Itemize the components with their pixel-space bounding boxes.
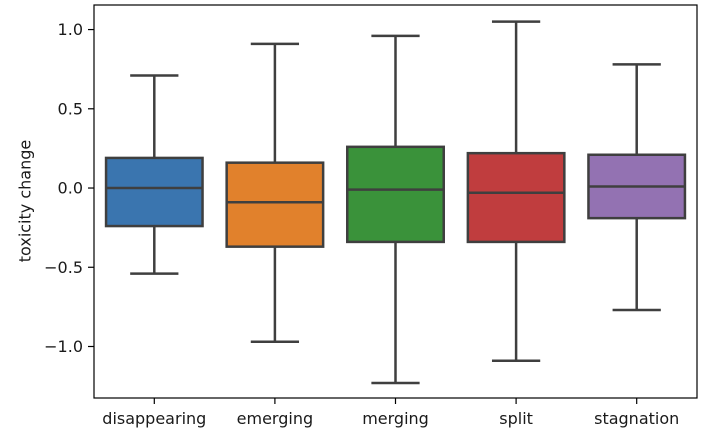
box-disappearing <box>104 74 204 275</box>
iqr-box <box>466 151 566 244</box>
y-tick-label: 0.0 <box>58 179 83 198</box>
y-axis-label: toxicity change <box>16 140 35 262</box>
x-tick-label: emerging <box>237 409 313 428</box>
box-split <box>466 20 566 363</box>
box-stagnation <box>587 63 687 312</box>
iqr-box <box>225 161 325 248</box>
iqr-box <box>346 145 445 244</box>
x-tick-label: stagnation <box>594 409 679 428</box>
y-tick-label: −0.5 <box>44 258 83 277</box>
y-tick-label: −1.0 <box>44 337 83 356</box>
plot-area <box>93 4 698 399</box>
x-tick-label: split <box>499 409 533 428</box>
x-tick-label: disappearing <box>102 409 206 428</box>
x-tick-label: merging <box>362 409 429 428</box>
iqr-box <box>104 156 204 228</box>
y-tick-label: 0.5 <box>58 99 83 118</box>
y-tick-label: 1.0 <box>58 20 83 39</box>
x-axis: disappearing emerging merging split stagnati… <box>102 398 679 428</box>
box-emerging <box>225 42 325 343</box>
box-merging <box>346 34 445 385</box>
y-axis: 1.0 0.5 0.0 −0.5 −1.0 <box>44 20 94 356</box>
